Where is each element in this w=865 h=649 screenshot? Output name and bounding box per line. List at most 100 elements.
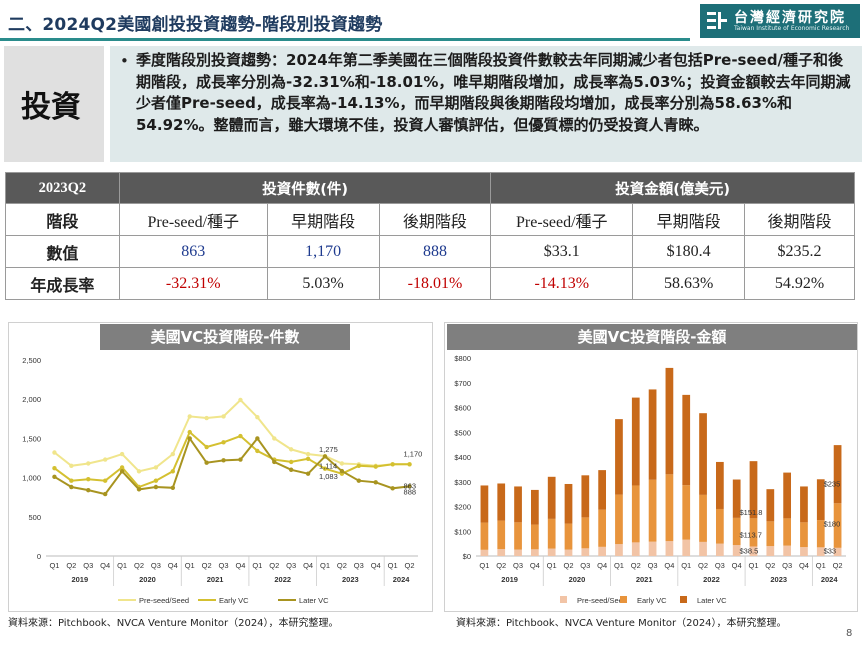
x-tick-label: Q1: [681, 561, 691, 570]
bar-segment: [581, 475, 590, 518]
y-tick-label: $200: [454, 503, 471, 512]
data-point: [238, 397, 243, 403]
y-tick-label: $100: [454, 527, 471, 536]
amount-bar-chart: $0 $100 $200 $300 $400 $500 $600 $700 $800 Q1 Q2 Q3…: [454, 354, 846, 605]
bar-segment: [699, 413, 707, 495]
bar-segment: [514, 486, 522, 523]
data-point: [119, 451, 125, 457]
data-point: [52, 465, 57, 471]
x-tick-label: Q2: [337, 561, 347, 570]
bar-segment: [480, 522, 489, 550]
data-point: [339, 461, 345, 466]
page-number: 8: [846, 628, 853, 639]
table-row: 年成長率 -32.31% 5.03% -18.01% -14.13% 58.63…: [5, 267, 855, 300]
table-cell: Pre-seed/種子: [490, 203, 634, 236]
amount-chart-title: 美國VC投資階段-金額: [447, 324, 857, 350]
bar-segment: [547, 518, 556, 549]
table-cell: $235.2: [744, 235, 855, 268]
data-point: [305, 456, 311, 461]
data-point: [204, 415, 209, 421]
data-point: [187, 414, 192, 419]
table-cell: $180.4: [632, 235, 746, 268]
data-point: [255, 436, 260, 441]
bar-segment: [480, 485, 489, 523]
bar-segment: [530, 524, 539, 550]
data-point: [390, 462, 395, 467]
table-row: 階段 Pre-seed/種子 早期階段 後期階段 Pre-seed/種子 早期階…: [5, 203, 855, 236]
table-header-row: 2023Q2 投資件數(件) 投資金額(億美元): [5, 172, 855, 204]
bar-segment: [598, 470, 607, 510]
bar-segment: [715, 543, 724, 556]
year-label: 2021: [636, 575, 653, 584]
summary-text: 季度階段別投資趨勢：2024年第二季美國在三個階段投資件數較去年同期減少者包括P…: [136, 51, 851, 134]
bar-segment: [749, 546, 758, 556]
data-point: [255, 415, 260, 420]
data-point: [288, 447, 294, 452]
x-tick-label: Q4: [597, 561, 607, 570]
x-tick-label: Q1: [49, 561, 59, 570]
table-cell: 1,170: [266, 235, 380, 268]
bar-segment: [715, 508, 724, 544]
data-label: 1,275: [319, 445, 338, 454]
data-point: [153, 484, 159, 490]
data-point: [136, 487, 142, 492]
series-line: [53, 436, 410, 496]
bar-segment: [631, 485, 640, 543]
data-label: 888: [404, 487, 417, 496]
bar-segment: [648, 389, 657, 480]
bar-segment: [497, 549, 506, 556]
data-point: [305, 451, 311, 457]
bar-segment: [732, 517, 741, 546]
source-note-left: 資料來源：Pitchbook、NVCA Venture Monitor（2024…: [8, 618, 339, 629]
bar-segment: [682, 539, 691, 556]
x-tick-label: Q2: [833, 561, 843, 570]
count-chart-title: 美國VC投資階段-件數: [100, 324, 350, 350]
bar-segment: [648, 541, 657, 556]
y-tick-label: $400: [454, 453, 471, 462]
bar-segment: [682, 485, 691, 540]
table-cell: 後期階段: [744, 203, 855, 236]
bar-segment: [514, 549, 522, 556]
bar-segment: [581, 548, 590, 556]
data-point: [255, 448, 260, 454]
data-point: [204, 444, 209, 450]
tier-logo: 台灣經濟研究院 Taiwan Institute of Economic Res…: [700, 4, 860, 38]
data-point: [322, 454, 328, 459]
table-cell: 54.92%: [744, 267, 855, 300]
data-point: [170, 469, 176, 474]
data-point: [339, 468, 345, 474]
x-tick-label: Q3: [151, 561, 161, 570]
bar-segment: [766, 489, 775, 522]
x-tick-label: Q2: [496, 561, 506, 570]
stats-table: 2023Q2 投資件數(件) 投資金額(億美元) 階段 Pre-seed/種子 …: [5, 172, 855, 300]
x-tick-label: Q4: [732, 561, 742, 570]
year-label: 2022: [703, 575, 720, 584]
x-tick-label: Q3: [513, 561, 523, 570]
legend-label: Early VC: [219, 596, 249, 605]
bar-segment: [699, 541, 707, 556]
bar-segment: [564, 483, 573, 524]
x-tick-label: Q1: [748, 561, 758, 570]
table-cell: 863: [118, 235, 268, 268]
table-cell: -18.01%: [378, 267, 492, 300]
x-tick-label: Q2: [66, 561, 76, 570]
data-point: [322, 466, 328, 471]
bar-segment: [749, 461, 758, 519]
bar-segment: [783, 545, 792, 556]
summary-label: 投資: [21, 90, 81, 125]
table-row-header: 年成長率: [5, 267, 120, 300]
count-chart-frame: [8, 322, 433, 612]
table-cell: 早期階段: [632, 203, 746, 236]
year-label: 2022: [274, 575, 291, 584]
x-tick-label: Q1: [117, 561, 127, 570]
bar-segment: [665, 541, 674, 556]
title-rule: [0, 38, 690, 41]
bar-segment: [732, 479, 741, 518]
bar-segment: [497, 483, 506, 521]
x-tick-label: Q3: [219, 561, 229, 570]
year-label: 2024: [821, 575, 839, 584]
bar-segment: [665, 474, 674, 542]
year-label: 2019: [501, 575, 518, 584]
table-row-header: 數值: [5, 235, 120, 268]
data-point: [305, 471, 311, 476]
